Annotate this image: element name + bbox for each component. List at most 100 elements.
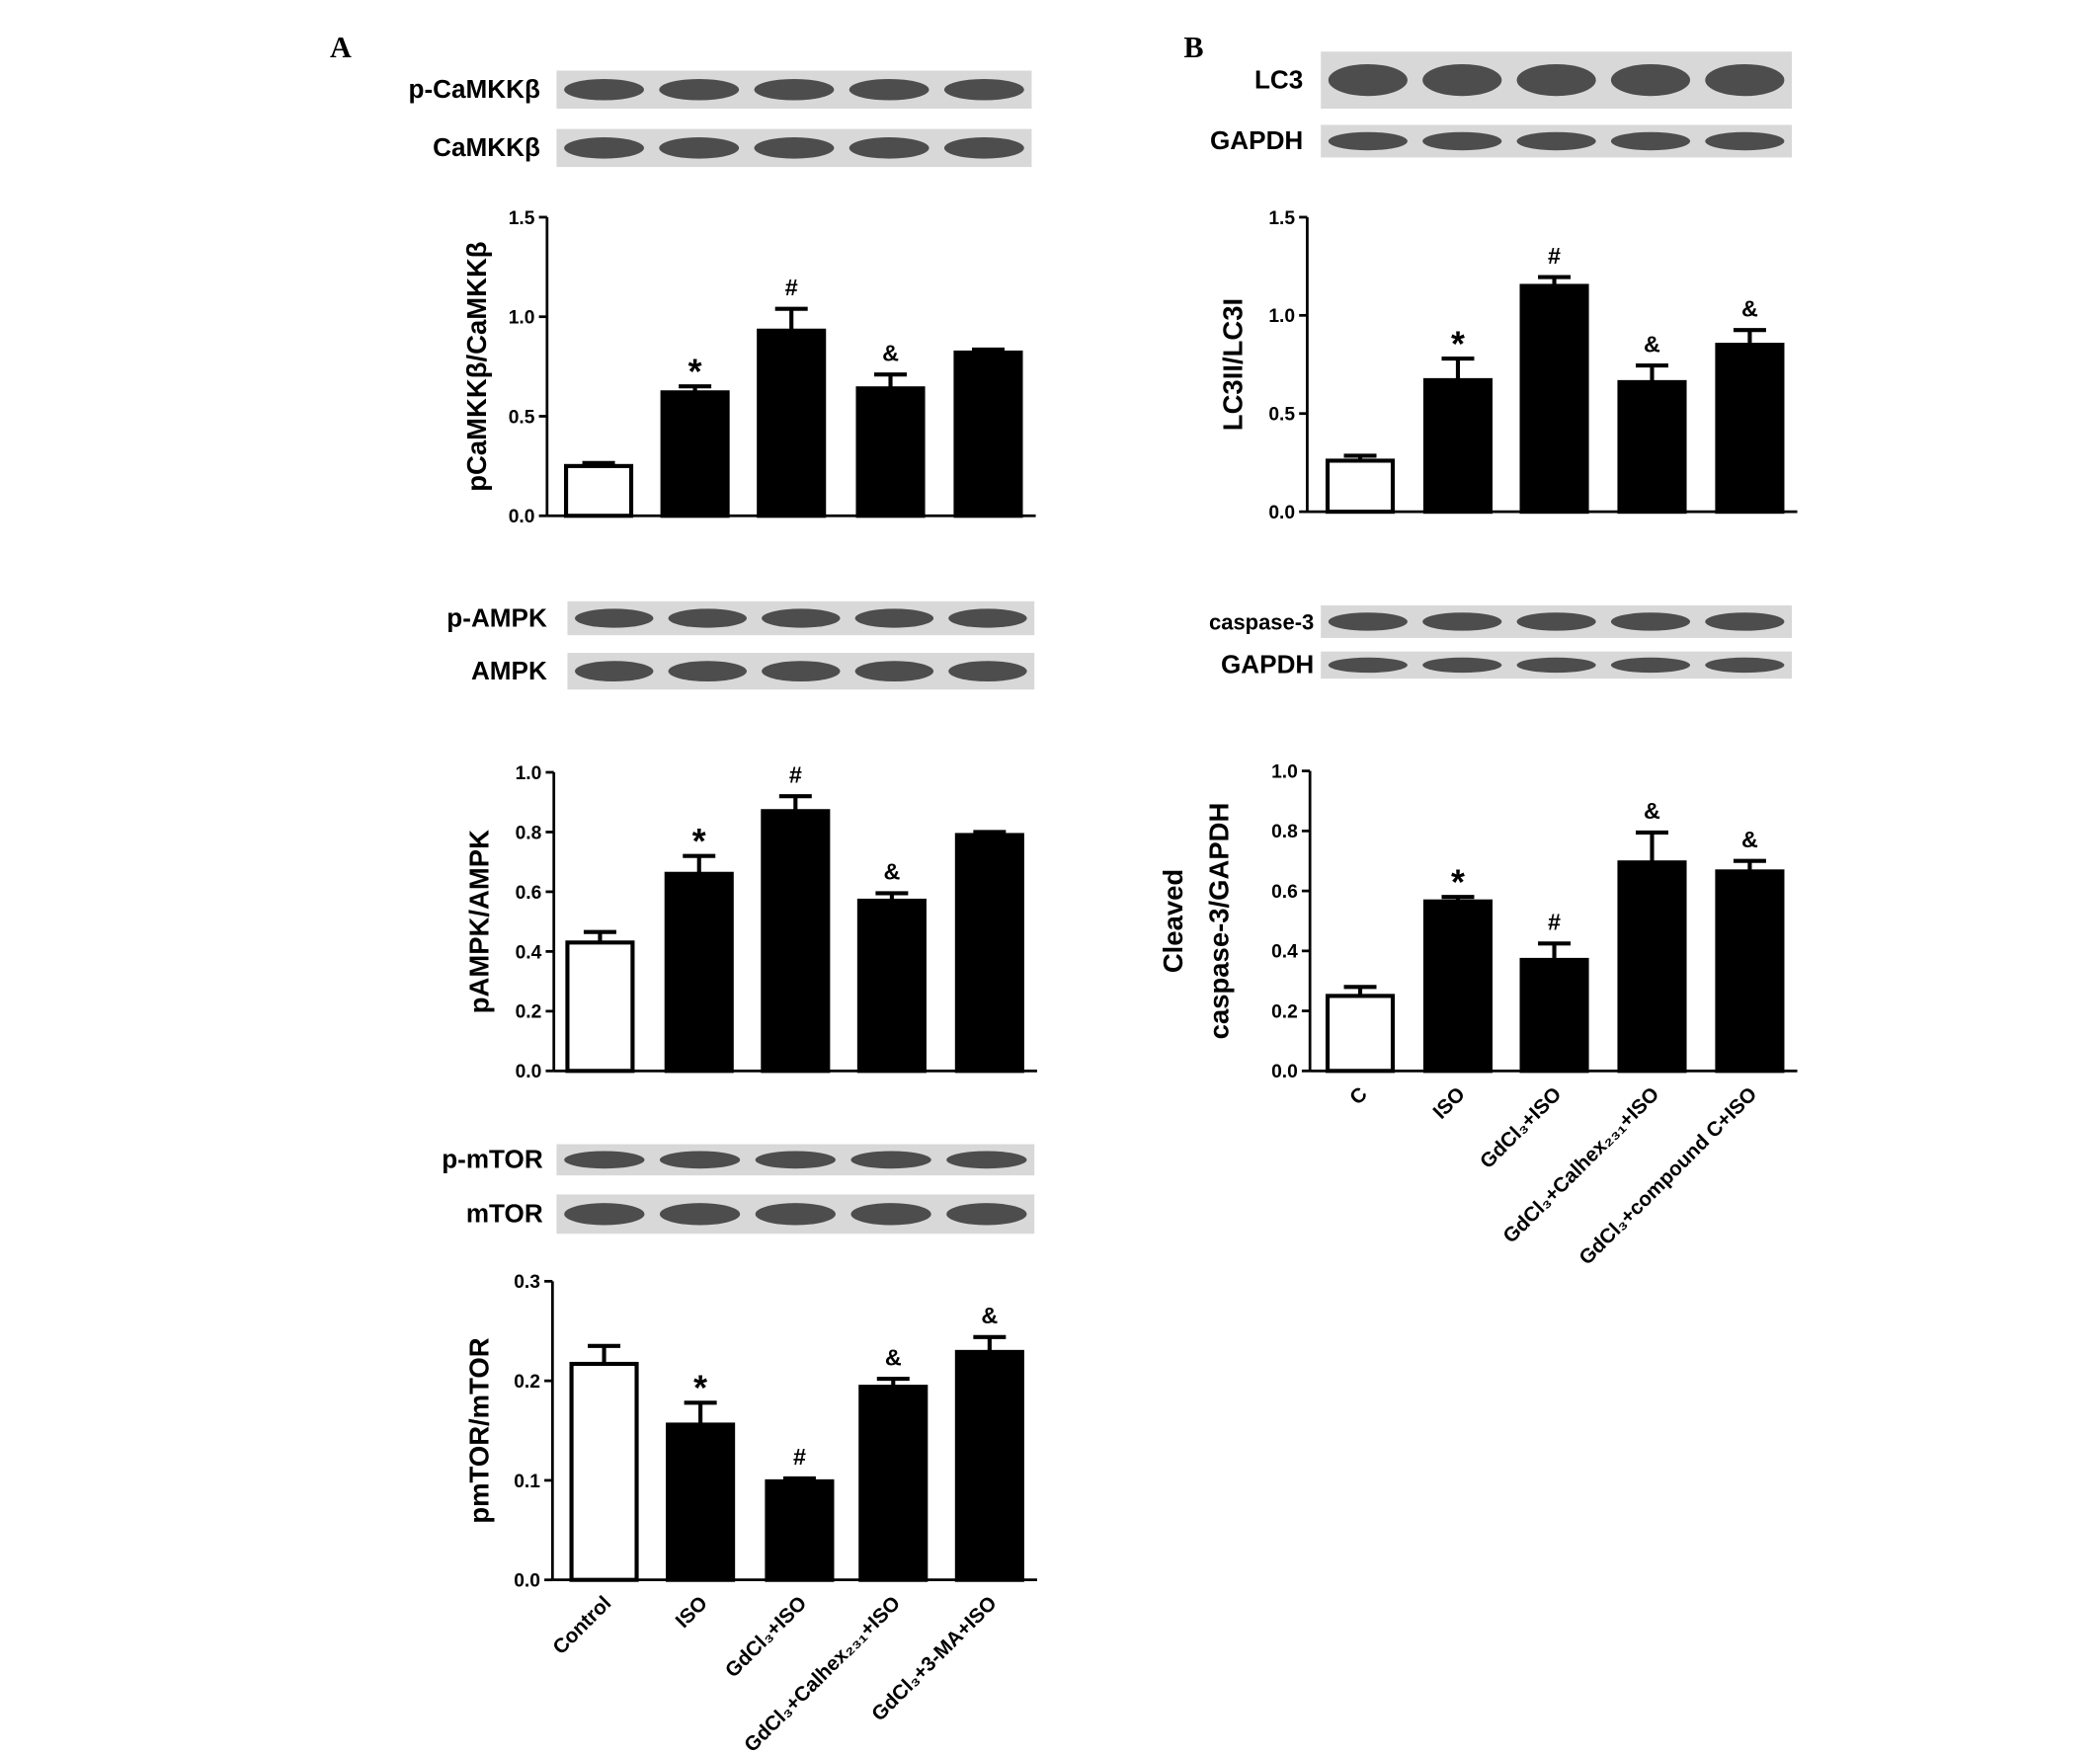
blot-band <box>1328 657 1408 674</box>
blot-band <box>1516 657 1596 674</box>
blot-band <box>564 1203 645 1226</box>
blot-label: p-CaMKKβ <box>409 74 540 104</box>
blot-band <box>1422 657 1502 674</box>
bar <box>954 1349 1024 1582</box>
blot-band <box>1516 131 1596 151</box>
blot-band <box>946 1151 1027 1169</box>
blot-band <box>1610 131 1691 151</box>
blot-band <box>659 1203 741 1226</box>
y-axis-title: LC3II/LC3I <box>1217 298 1248 431</box>
bar <box>1422 899 1494 1074</box>
y-tick-label: 0.0 <box>1268 503 1295 523</box>
bar <box>1617 860 1687 1074</box>
y-axis-title: pAMPK/AMPK <box>464 830 495 1013</box>
bar <box>666 1422 736 1582</box>
y-axis-title: Cleaved <box>1158 869 1188 973</box>
significance-mark: * <box>1451 324 1465 363</box>
blot-band <box>1610 63 1691 97</box>
y-tick-label: 0.4 <box>516 942 542 963</box>
bar <box>761 809 831 1074</box>
x-tick-label: GdCl₃+Calhex₂₃₁+ISO <box>740 1592 905 1755</box>
y-tick-label: 0.8 <box>516 823 542 843</box>
y-tick-label: 0.2 <box>1271 1001 1298 1022</box>
significance-mark: & <box>883 859 900 885</box>
blot-band <box>754 137 835 159</box>
y-tick-label: 0.0 <box>516 1062 542 1082</box>
bar <box>565 940 635 1074</box>
blot-label: p-AMPK <box>446 602 547 632</box>
significance-mark: # <box>785 275 798 300</box>
significance-mark: * <box>693 1369 707 1408</box>
bar <box>1422 377 1494 515</box>
bar <box>1325 458 1396 515</box>
y-tick-label: 0.4 <box>1271 942 1298 963</box>
blot-band <box>948 608 1027 628</box>
bar <box>1519 283 1589 515</box>
blot-band <box>1328 131 1408 151</box>
bar <box>953 350 1023 519</box>
blot-band <box>1328 63 1408 97</box>
blot-band <box>1516 612 1596 631</box>
y-tick-label: 0.6 <box>516 883 542 904</box>
blot-band <box>762 661 841 682</box>
blot-band <box>659 78 740 101</box>
bar <box>954 833 1024 1074</box>
blot-band <box>754 78 835 101</box>
bar <box>1519 957 1589 1074</box>
blot-band <box>1422 131 1502 151</box>
blot-band <box>848 78 929 101</box>
blot-band <box>564 137 644 159</box>
significance-mark: & <box>1644 798 1660 824</box>
blot-band <box>762 608 841 628</box>
y-axis-title: pmTOR/mTOR <box>464 1337 495 1523</box>
y-tick-label: 0.2 <box>516 1002 542 1023</box>
bar <box>1715 343 1785 515</box>
y-tick-label: 0.2 <box>514 1372 540 1393</box>
blot-band <box>1610 612 1691 631</box>
blot-band <box>854 661 934 682</box>
significance-mark: & <box>1741 827 1758 852</box>
x-tick-label: C <box>1345 1082 1372 1109</box>
blot-band <box>1705 657 1785 674</box>
y-tick-label: 0.0 <box>1271 1062 1298 1082</box>
blot-label: caspase-3 <box>1209 610 1314 635</box>
bar <box>1325 994 1396 1074</box>
bar <box>856 898 927 1074</box>
significance-mark: * <box>688 352 702 391</box>
bar <box>1617 379 1687 515</box>
blot-band <box>564 1151 645 1169</box>
y-tick-label: 1.0 <box>1268 306 1295 327</box>
blot-band <box>946 1203 1027 1226</box>
y-tick-label: 1.5 <box>1268 208 1295 229</box>
blot-band <box>755 1151 836 1169</box>
blot-label: CaMKKβ <box>433 132 540 162</box>
y-tick-label: 1.0 <box>516 763 542 784</box>
blot-band <box>1705 63 1785 97</box>
y-tick-label: 0.0 <box>509 507 535 527</box>
bar <box>757 328 827 519</box>
significance-mark: # <box>789 761 802 787</box>
significance-mark: # <box>1548 243 1561 269</box>
bar <box>855 386 926 519</box>
y-tick-label: 1.5 <box>509 208 535 229</box>
blot-band <box>668 608 747 628</box>
y-axis-title: caspase-3/GAPDH <box>1204 803 1235 1040</box>
blot-band <box>755 1203 836 1226</box>
blot-band <box>1422 63 1502 97</box>
blot-band <box>948 661 1027 682</box>
bar <box>765 1478 835 1582</box>
y-tick-label: 0.5 <box>509 407 535 428</box>
blot-band <box>575 608 654 628</box>
x-tick-label: GdCl₃+ISO <box>721 1592 811 1682</box>
y-tick-label: 0.6 <box>1271 882 1298 903</box>
blot-label: GAPDH <box>1210 125 1303 155</box>
y-tick-label: 0.1 <box>514 1472 540 1492</box>
x-tick-label: Control <box>548 1592 615 1659</box>
significance-mark: & <box>882 340 899 365</box>
blot-band <box>848 137 929 159</box>
blot-band <box>1705 612 1785 631</box>
blot-band <box>668 661 747 682</box>
significance-mark: & <box>885 1344 902 1370</box>
